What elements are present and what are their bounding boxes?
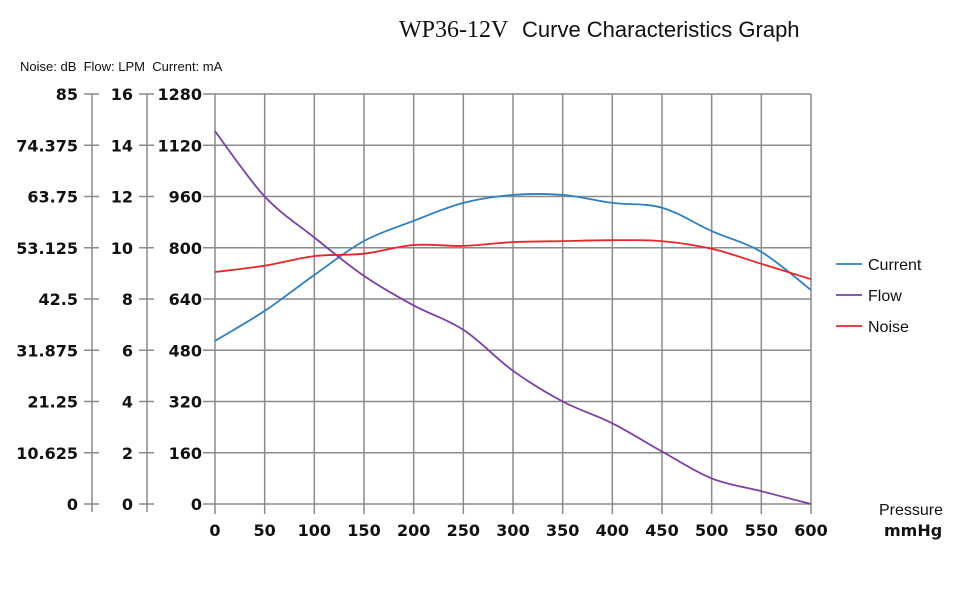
chart-title-model: WP36-12V bbox=[399, 17, 509, 43]
x-tick-label: 200 bbox=[397, 521, 430, 540]
flow-tick-label: 12 bbox=[111, 188, 133, 207]
noise-tick-label: 42.5 bbox=[39, 290, 78, 309]
noise-tick-label: 21.25 bbox=[27, 393, 78, 412]
current-tick-label: 160 bbox=[169, 444, 202, 463]
current-tick-label: 640 bbox=[169, 290, 202, 309]
current-tick-label: 1280 bbox=[157, 85, 202, 104]
x-tick-label: 300 bbox=[496, 521, 529, 540]
x-tick-label: 50 bbox=[254, 521, 276, 540]
x-tick-label: 550 bbox=[745, 521, 778, 540]
x-tick-label: 600 bbox=[794, 521, 827, 540]
x-axis-label-pressure: Pressure bbox=[879, 502, 943, 519]
y-axes: 0 10.625 21.25 31.875 42.5 53.125 63.75 74.375 8… bbox=[16, 85, 202, 514]
x-tick-label: 0 bbox=[209, 521, 220, 540]
chart-title: Curve Characteristics Graph bbox=[522, 17, 800, 42]
current-tick-label: 1120 bbox=[157, 136, 202, 155]
x-tick-label: 400 bbox=[596, 521, 629, 540]
x-tick-label: 350 bbox=[546, 521, 579, 540]
flow-tick-label: 16 bbox=[111, 85, 133, 104]
series-line-noise bbox=[214, 239, 812, 281]
flow-tick-label: 14 bbox=[111, 136, 133, 155]
flow-tick-label: 0 bbox=[122, 495, 133, 514]
x-axis: 0 50 100 150 200 250 300 350 400 450 500 550 600 bbox=[209, 521, 827, 540]
series-line-flow bbox=[214, 130, 812, 505]
noise-tick-label: 85 bbox=[56, 85, 78, 104]
x-tick-label: 150 bbox=[347, 521, 380, 540]
current-tick-label: 480 bbox=[169, 341, 202, 360]
x-axis-label-unit: mmHg bbox=[884, 521, 942, 540]
current-tick-label: 960 bbox=[169, 188, 202, 207]
noise-tick-label: 31.875 bbox=[16, 341, 78, 360]
current-tick-label: 320 bbox=[169, 393, 202, 412]
series-lines bbox=[214, 130, 812, 505]
noise-tick-label: 10.625 bbox=[16, 444, 78, 463]
legend-label-flow: Flow bbox=[868, 288, 902, 305]
noise-tick-label: 53.125 bbox=[16, 239, 78, 258]
x-tick-label: 450 bbox=[645, 521, 678, 540]
noise-tick-label: 0 bbox=[67, 495, 78, 514]
noise-tick-label: 63.75 bbox=[27, 188, 78, 207]
x-tick-label: 100 bbox=[298, 521, 331, 540]
legend: Current Flow Noise bbox=[836, 257, 922, 336]
grid bbox=[203, 93, 812, 514]
x-tick-label: 250 bbox=[447, 521, 480, 540]
legend-label-current: Current bbox=[868, 257, 922, 274]
flow-tick-label: 10 bbox=[111, 239, 133, 258]
flow-tick-label: 2 bbox=[122, 444, 133, 463]
legend-label-noise: Noise bbox=[868, 319, 909, 336]
units-label: Noise: dB Flow: LPM Current: mA bbox=[20, 59, 223, 74]
flow-tick-label: 6 bbox=[122, 341, 133, 360]
noise-tick-label: 74.375 bbox=[16, 136, 78, 155]
x-tick-label: 500 bbox=[695, 521, 728, 540]
series-line-current bbox=[214, 193, 812, 342]
flow-tick-label: 8 bbox=[122, 290, 133, 309]
flow-tick-label: 4 bbox=[122, 393, 133, 412]
current-tick-label: 0 bbox=[191, 495, 202, 514]
current-tick-label: 800 bbox=[169, 239, 202, 258]
